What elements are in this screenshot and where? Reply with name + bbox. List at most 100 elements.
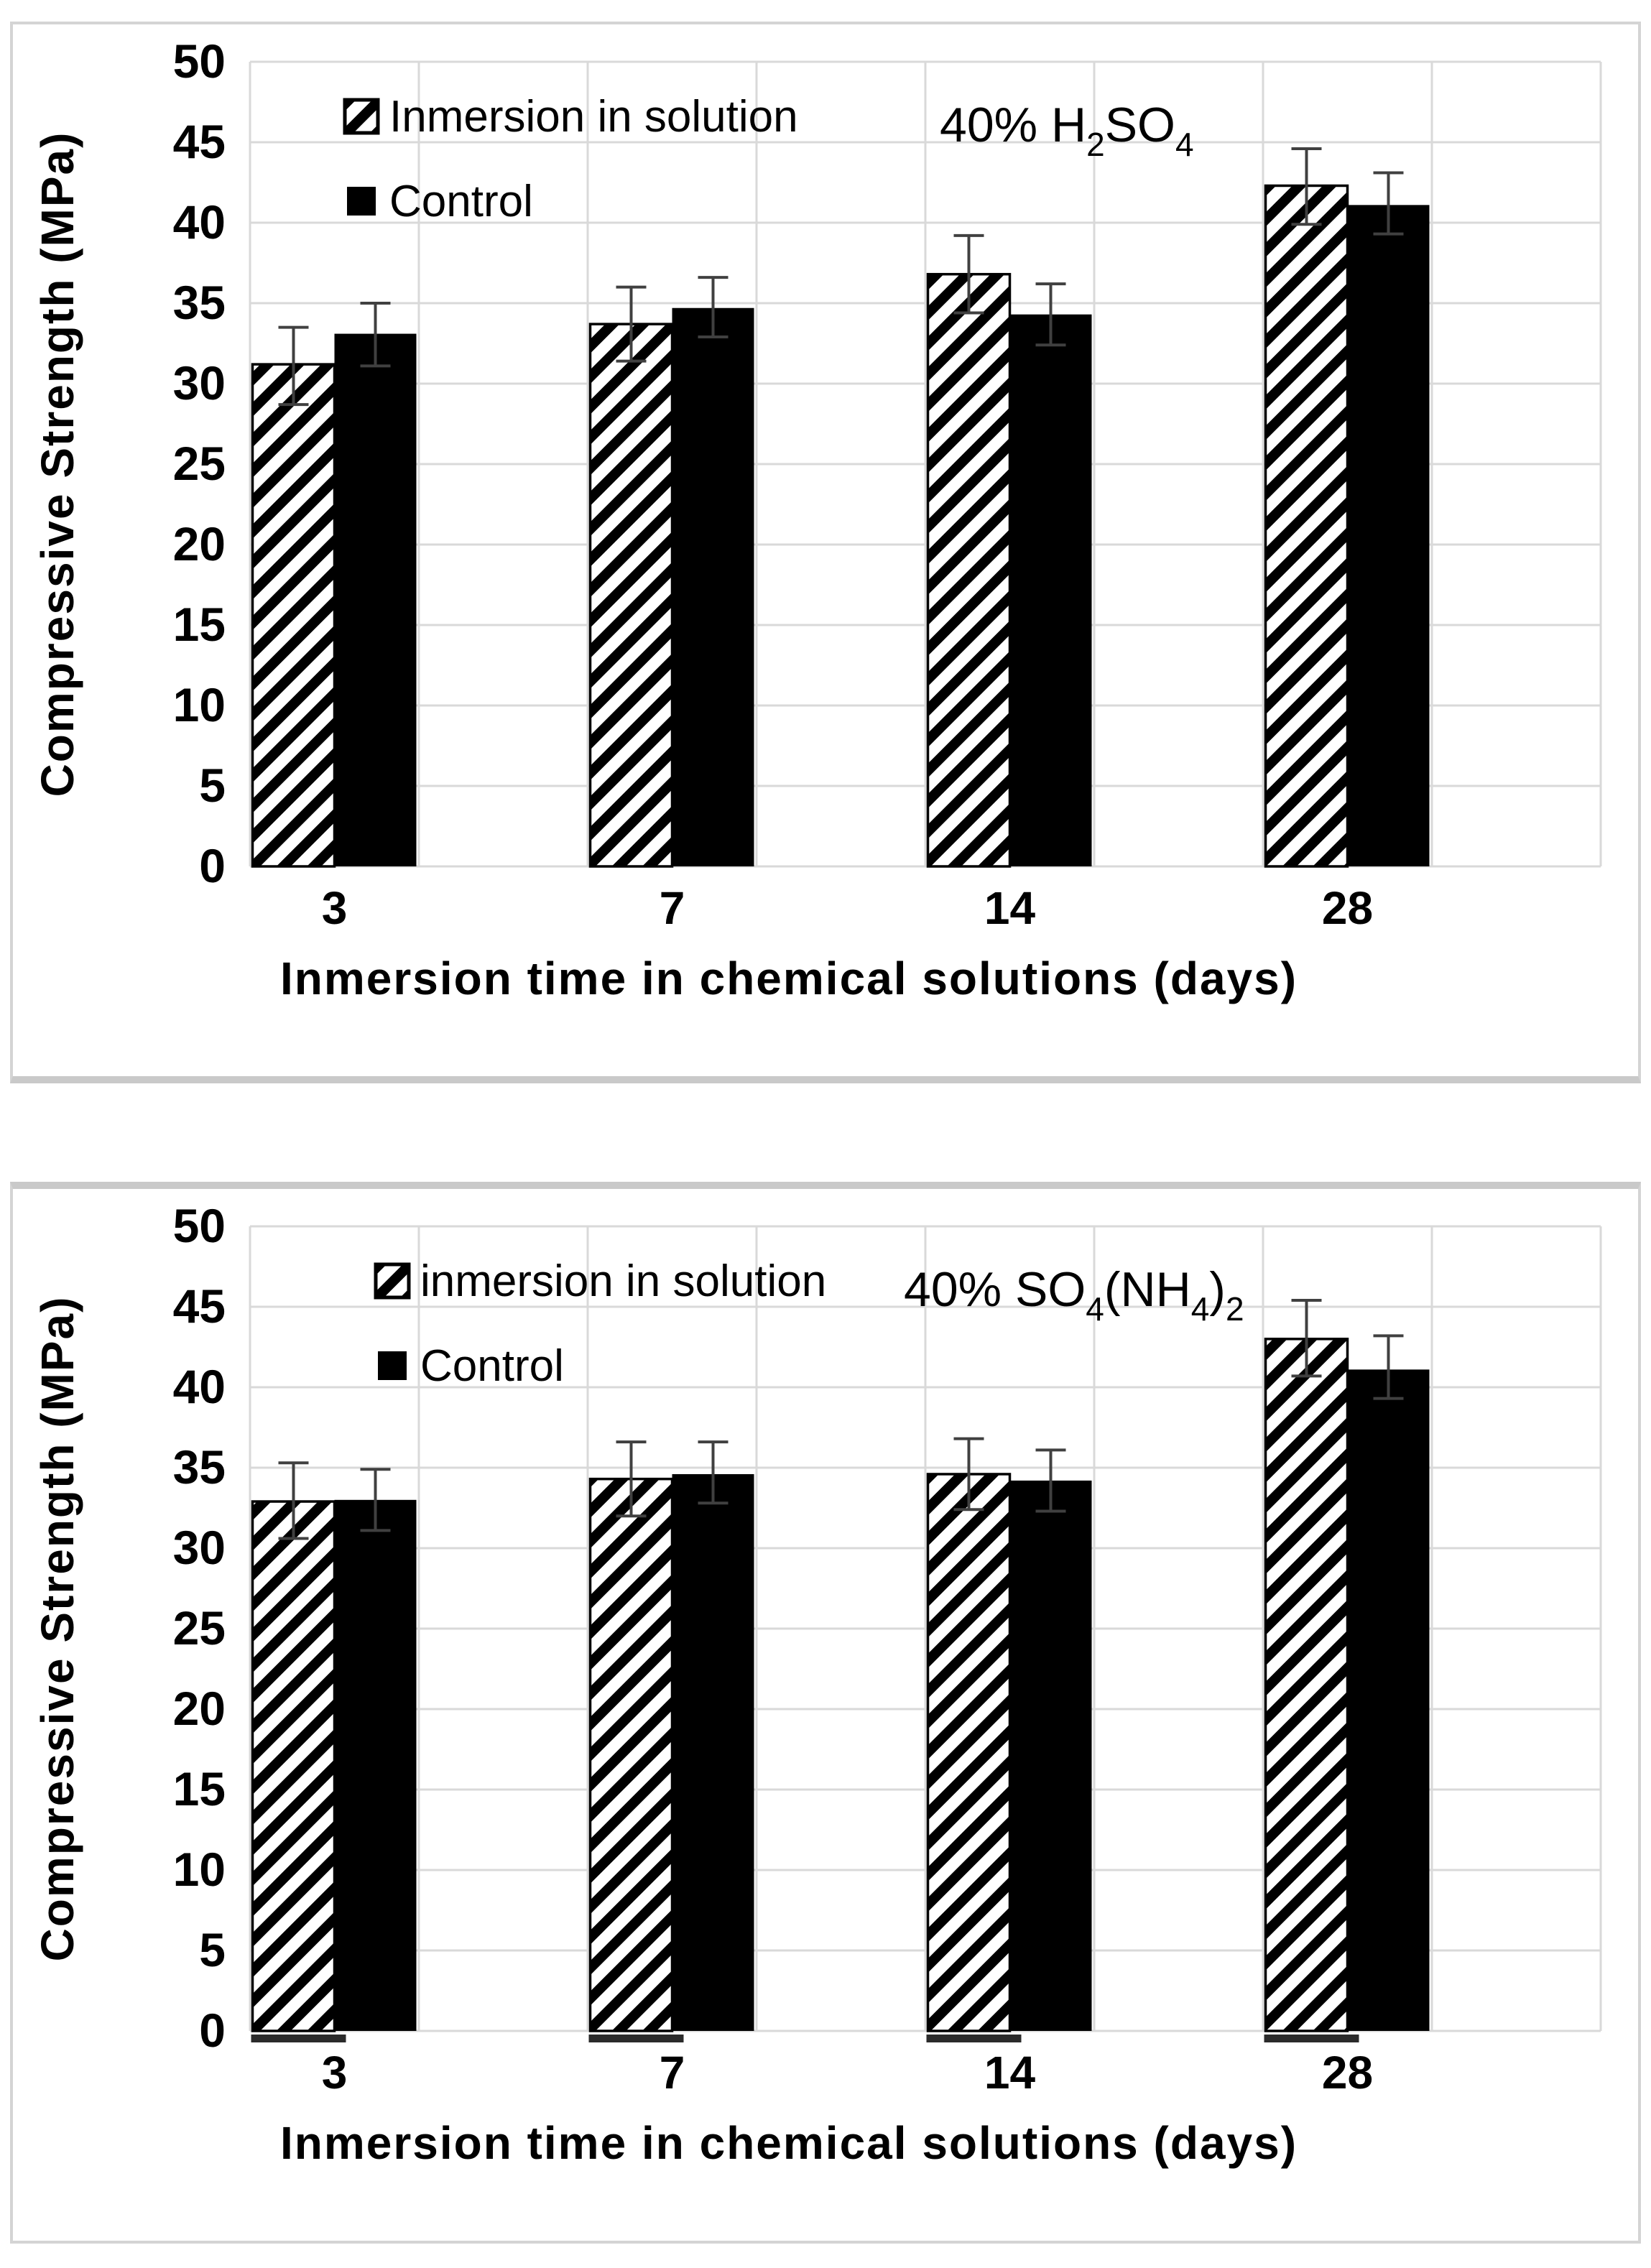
x-tick-label-14: 14 (984, 882, 1036, 934)
legend-item-control: Control (347, 177, 533, 226)
x-tick-label-3: 3 (322, 882, 348, 934)
x-tick-labels: 3 7 14 28 (322, 882, 1373, 934)
y-tick-label-5: 5 (199, 1923, 226, 1976)
legend-item-control: Control (378, 1341, 564, 1391)
y-tick-label-40: 40 (173, 1360, 226, 1413)
legend-item-immersion: inmersion in solution (374, 1256, 826, 1306)
y-tick-label-50: 50 (173, 34, 226, 88)
x-tick-label-14: 14 (984, 2047, 1036, 2098)
error-bar-control-day7 (698, 1440, 729, 1505)
bar-control-day3 (334, 1499, 417, 2031)
x-axis-title: Inmersion time in chemical solutions (da… (280, 2117, 1298, 2169)
y-tick-label-35: 35 (173, 1440, 226, 1494)
error-bar-immersion-day3 (278, 325, 309, 407)
bar-control-day28 (1347, 205, 1430, 866)
error-bar-immersion-day7 (616, 1440, 647, 1518)
y-tick-label-45: 45 (173, 1279, 226, 1333)
error-bar-immersion-day14 (953, 233, 984, 315)
bar-immersion-day28 (1264, 1338, 1349, 2032)
legend-item-immersion: Inmersion in solution (343, 92, 798, 142)
error-bar-control-day3 (360, 302, 391, 368)
y-tick-labels: 0 5 10 15 20 25 30 35 40 45 50 (173, 1199, 226, 2057)
bar-immersion-day14 (926, 1473, 1012, 2032)
bar-immersion-day28 (1264, 184, 1349, 868)
y-tick-label-50: 50 (173, 1199, 226, 1252)
chart-h2so4-canvas: 3 7 14 28 0 5 10 15 20 25 30 35 40 45 50 Inmersion time… (32, 34, 1602, 1004)
chart-so4nh42-canvas: 3 7 14 28 0 5 10 15 20 25 30 35 40 45 50 Inmersion time… (32, 1199, 1602, 2169)
y-tick-label-5: 5 (199, 759, 226, 812)
error-bar-control-day14 (1035, 1448, 1066, 1513)
baseline-mark-day28 (1264, 2035, 1359, 2042)
x-tick-label-7: 7 (660, 882, 685, 934)
bar-control-day7 (672, 1473, 754, 2031)
bar-immersion-day14 (926, 272, 1012, 868)
error-bar-immersion-day7 (616, 285, 647, 363)
hatched-swatch-icon (343, 98, 380, 135)
legend: inmersion in solution Control (374, 1256, 826, 1391)
y-tick-labels: 0 5 10 15 20 25 30 35 40 45 50 (173, 34, 226, 892)
chart-panel-h2so4: 3 7 14 28 0 5 10 15 20 25 30 35 40 45 50 Inmersion time… (10, 22, 1641, 1083)
bar-control-day14 (1009, 314, 1092, 866)
chart-panel-so4nh42: 3 7 14 28 0 5 10 15 20 25 30 35 40 45 50 Inmersion time… (10, 1182, 1641, 2244)
error-bars (278, 1299, 1404, 1540)
error-bar-immersion-day28 (1291, 147, 1322, 226)
error-bar-control-day7 (698, 276, 729, 339)
error-bar-control-day28 (1373, 1334, 1404, 1400)
x-tick-label-7: 7 (660, 2047, 685, 2098)
bar-control-day3 (334, 333, 417, 866)
bar-control-day14 (1009, 1480, 1092, 2031)
chart-title-chemical: 40% H2SO4 (940, 98, 1194, 163)
error-bar-control-day3 (360, 1468, 391, 1532)
bars (251, 1338, 1430, 2042)
grid (249, 60, 1602, 868)
y-tick-label-30: 30 (173, 1521, 226, 1574)
y-tick-label-25: 25 (173, 1601, 226, 1654)
x-tick-labels: 3 7 14 28 (322, 2047, 1373, 2098)
y-tick-label-40: 40 (173, 195, 226, 249)
y-tick-label-15: 15 (173, 598, 226, 651)
y-tick-label-10: 10 (173, 1843, 226, 1896)
y-tick-label-0: 0 (199, 839, 226, 892)
bar-immersion-day3 (251, 363, 336, 868)
x-tick-label-3: 3 (322, 2047, 348, 2098)
error-bar-control-day28 (1373, 171, 1404, 236)
error-bars (278, 147, 1404, 407)
bar-immersion-day3 (251, 1500, 336, 2032)
y-tick-label-25: 25 (173, 437, 226, 490)
x-tick-label-28: 28 (1322, 2047, 1373, 2098)
bar-control-day28 (1347, 1369, 1430, 2031)
baseline-mark-day14 (926, 2035, 1022, 2042)
x-axis-title: Inmersion time in chemical solutions (da… (280, 953, 1298, 1004)
error-bar-control-day14 (1035, 282, 1066, 347)
x-tick-label-28: 28 (1322, 882, 1373, 934)
y-tick-label-15: 15 (173, 1762, 226, 1815)
baseline-mark-day3 (251, 2035, 346, 2042)
y-tick-label-10: 10 (173, 678, 226, 731)
y-axis-title: Compressive Strength (MPa) (32, 131, 83, 797)
y-tick-label-45: 45 (173, 115, 226, 168)
bar-immersion-day7 (588, 1477, 674, 2032)
y-tick-label-35: 35 (173, 276, 226, 329)
y-tick-label-20: 20 (173, 517, 226, 570)
legend: Inmersion in solution Control (343, 92, 798, 226)
error-bar-immersion-day14 (953, 1437, 984, 1512)
chart-title-chemical: 40% SO4(NH4)2 (904, 1262, 1244, 1328)
legend-label-immersion: inmersion in solution (420, 1256, 826, 1306)
solid-swatch-icon (347, 187, 376, 216)
legend-label-control: Control (420, 1341, 564, 1391)
baseline-mark-day7 (588, 2035, 684, 2042)
legend-label-control: Control (389, 177, 533, 226)
y-axis-title: Compressive Strength (MPa) (32, 1296, 83, 1962)
hatched-swatch-icon (374, 1262, 411, 1300)
legend-label-immersion: Inmersion in solution (389, 92, 798, 142)
y-tick-label-0: 0 (199, 2004, 226, 2057)
y-tick-label-30: 30 (173, 356, 226, 409)
y-tick-label-20: 20 (173, 1682, 226, 1735)
error-bar-immersion-day3 (278, 1461, 309, 1540)
bar-immersion-day7 (588, 323, 674, 868)
bars (251, 184, 1430, 868)
bar-control-day7 (672, 307, 754, 867)
error-bar-immersion-day28 (1291, 1299, 1322, 1378)
solid-swatch-icon (378, 1351, 407, 1380)
